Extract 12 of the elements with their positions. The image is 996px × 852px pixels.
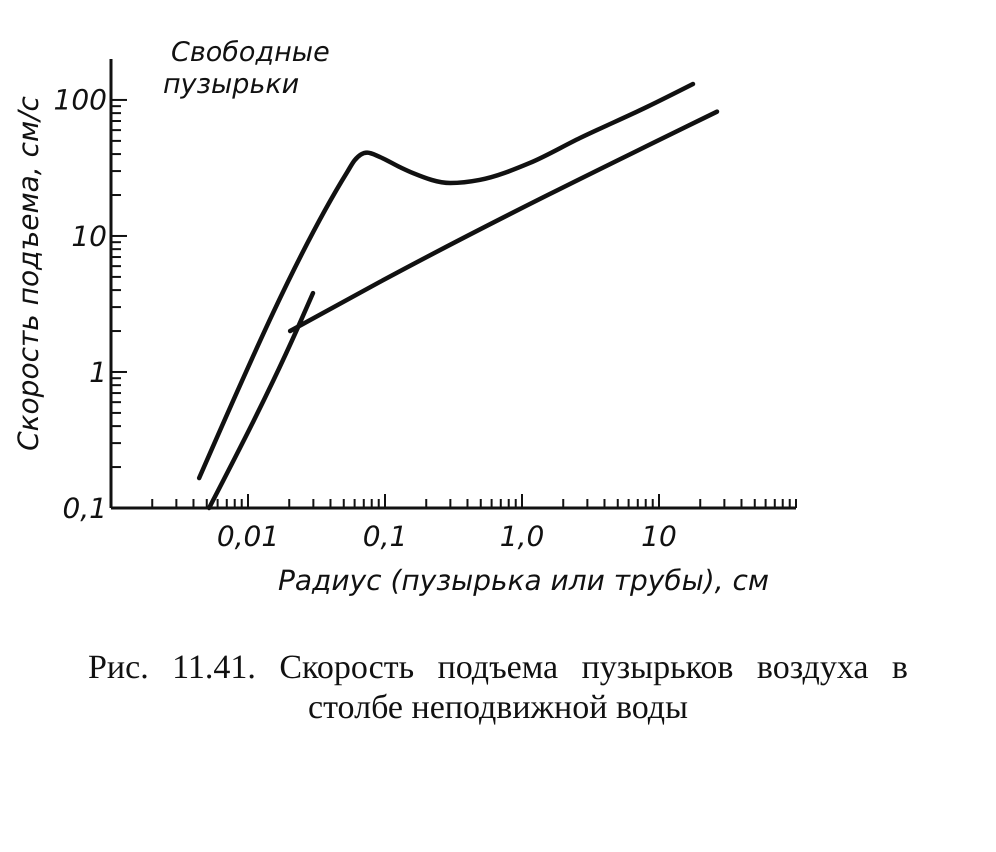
x-tick-label: 0,1 — [362, 520, 408, 553]
x-tick-label: 10 — [641, 520, 677, 553]
x-axis-title: Радиус (пузырька или трубы), см — [278, 564, 769, 597]
y-tick-label: 10 — [71, 220, 107, 253]
y-tick-label: 0,1 — [62, 492, 107, 525]
y-axis-title: Скорость подъема, см/с — [12, 95, 45, 451]
x-tick-label: 1,0 — [500, 520, 544, 553]
y-tick-label: 100 — [54, 84, 107, 117]
text: Рис. 11.41. Скорость подъема пузырьков воздуха в столбе неподвижной воды — [88, 648, 908, 728]
text: Свободные пузырьки — [163, 37, 330, 100]
x-tick-label: 0,01 — [216, 520, 280, 553]
y-tick-label: 1 — [89, 356, 107, 389]
